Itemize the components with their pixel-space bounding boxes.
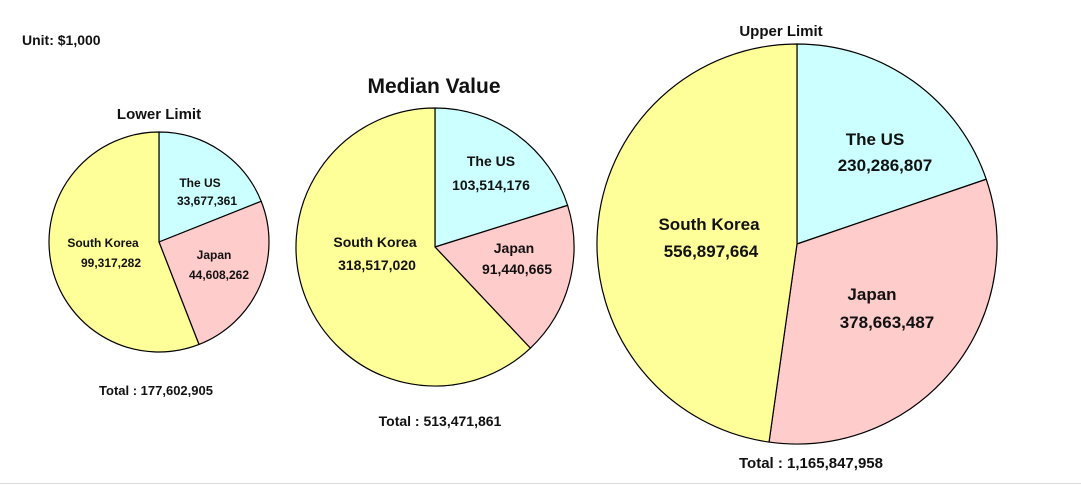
pie-median-value: Median Value The US 103,514,176 Japan 91… [295, 75, 575, 429]
slice-label-name: South Korea [658, 215, 760, 234]
slice-label-value: 91,440,665 [482, 261, 552, 277]
pie-total: Total : 1,165,847,958 [739, 455, 883, 472]
pie-slice-japan [158, 200, 270, 346]
slice-label-name: The US [179, 176, 220, 190]
slice-label-name: South Korea [67, 236, 139, 250]
slice-label-name: Japan [197, 248, 232, 262]
pie-title: Lower Limit [117, 106, 201, 123]
slice-label-value: 103,514,176 [452, 177, 530, 193]
slice-label-name: Japan [847, 285, 896, 304]
slice-label-value: 378,663,487 [840, 313, 935, 332]
pie-slices [48, 131, 270, 353]
slice-label-value: 230,286,807 [838, 156, 933, 175]
pie-total: Total : 513,471,861 [379, 413, 502, 429]
pie-slice-south-korea [596, 43, 798, 443]
slice-label-value: 33,677,361 [177, 194, 237, 208]
slice-label-name: The US [467, 153, 515, 169]
pie-labels: The US 230,286,807 Japan 378,663,487 Sou… [658, 130, 934, 332]
unit-label: Unit: $1,000 [22, 32, 101, 48]
pie-lower-limit: Lower Limit The US 33,677,361 Japan 44,6… [48, 106, 270, 398]
slice-label-value: 44,608,262 [189, 268, 249, 282]
pie-title: Upper Limit [739, 23, 822, 40]
pie-slice-south-korea [48, 131, 200, 353]
slice-label-name: South Korea [333, 234, 416, 250]
pie-slice-south-korea [295, 107, 531, 387]
pie-upper-limit: Upper Limit The US 230,286,807 Japan 378… [596, 23, 998, 472]
slice-label-value: 99,317,282 [81, 256, 141, 270]
pie-slice-japan [434, 204, 575, 349]
pie-total: Total : 177,602,905 [99, 383, 213, 398]
pie-labels: The US 103,514,176 Japan 91,440,665 Sout… [333, 153, 552, 277]
pie-title: Median Value [367, 75, 500, 98]
pie-slices [295, 107, 575, 387]
slice-label-name: The US [846, 130, 905, 149]
slice-label-value: 318,517,020 [338, 257, 416, 273]
pie-slice-the-us [434, 107, 569, 248]
pie-labels: The US 33,677,361 Japan 44,608,262 South… [67, 176, 249, 282]
bottom-divider [0, 483, 1081, 484]
pie-slice-japan [768, 178, 998, 445]
pie-slices [596, 43, 998, 445]
slice-label-name: Japan [494, 240, 534, 256]
pie-slice-the-us [158, 131, 262, 243]
slice-label-value: 556,897,664 [664, 242, 759, 261]
pie-slice-the-us [796, 43, 987, 245]
